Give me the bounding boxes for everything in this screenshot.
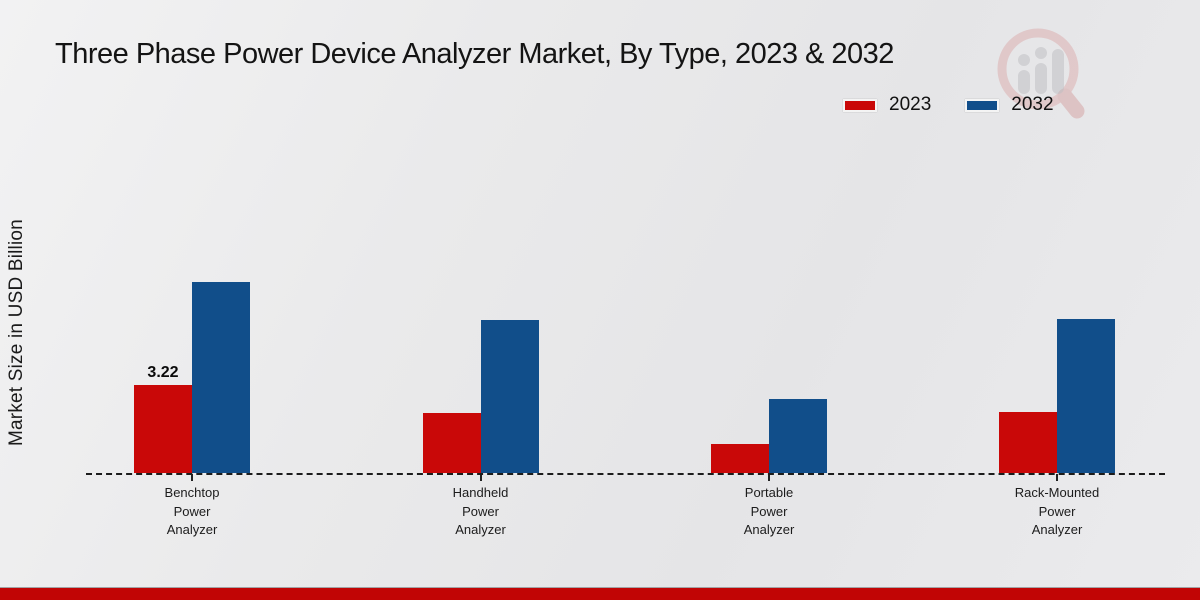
footer-accent-bar: [0, 587, 1200, 600]
legend-item-2023: 2023: [843, 94, 931, 116]
bar-2032-rack-mounted-power-analyzer: [1057, 319, 1115, 473]
bar-2032-benchtop-power-analyzer: [192, 282, 250, 473]
x-axis-tick: [191, 474, 193, 481]
bar-2023-benchtop-power-analyzer: [134, 385, 192, 473]
bar-2023-portable-power-analyzer: [711, 444, 769, 473]
legend-swatch-2023: [843, 98, 877, 112]
bar-2032-portable-power-analyzer: [769, 399, 827, 473]
category-label-portable-power-analyzer: Portable Power Analyzer: [743, 485, 795, 537]
category-label-benchtop-power-analyzer: Benchtop Power Analyzer: [164, 485, 220, 537]
category-label-handheld-power-analyzer: Handheld Power Analyzer: [452, 485, 509, 537]
y-axis-label: Market Size in USD Billion: [6, 219, 27, 447]
legend-swatch-2032: [965, 98, 1000, 112]
x-axis-baseline: [86, 473, 1165, 475]
x-axis-tick: [1056, 474, 1058, 481]
x-axis-tick: [479, 474, 482, 481]
legend-item-2032: 2032: [965, 94, 1054, 116]
category-label-rack-mounted-power-analyzer: Rack-Mounted Power Analyzer: [1014, 485, 1100, 537]
legend: 2023 2032: [843, 93, 1054, 117]
bar-value-label: 3.22: [147, 364, 179, 381]
x-axis-tick: [768, 474, 770, 481]
magnifier-bars-watermark-icon: [997, 28, 1085, 119]
bar-2032-handheld-power-analyzer: [480, 320, 539, 473]
legend-label-2032: 2032: [1011, 94, 1054, 115]
bar-2023-handheld-power-analyzer: [422, 413, 481, 473]
chart-title: Three Phase Power Device Analyzer Market…: [55, 38, 894, 70]
legend-label-2023: 2023: [889, 94, 932, 115]
bar-2023-rack-mounted-power-analyzer: [999, 412, 1057, 473]
